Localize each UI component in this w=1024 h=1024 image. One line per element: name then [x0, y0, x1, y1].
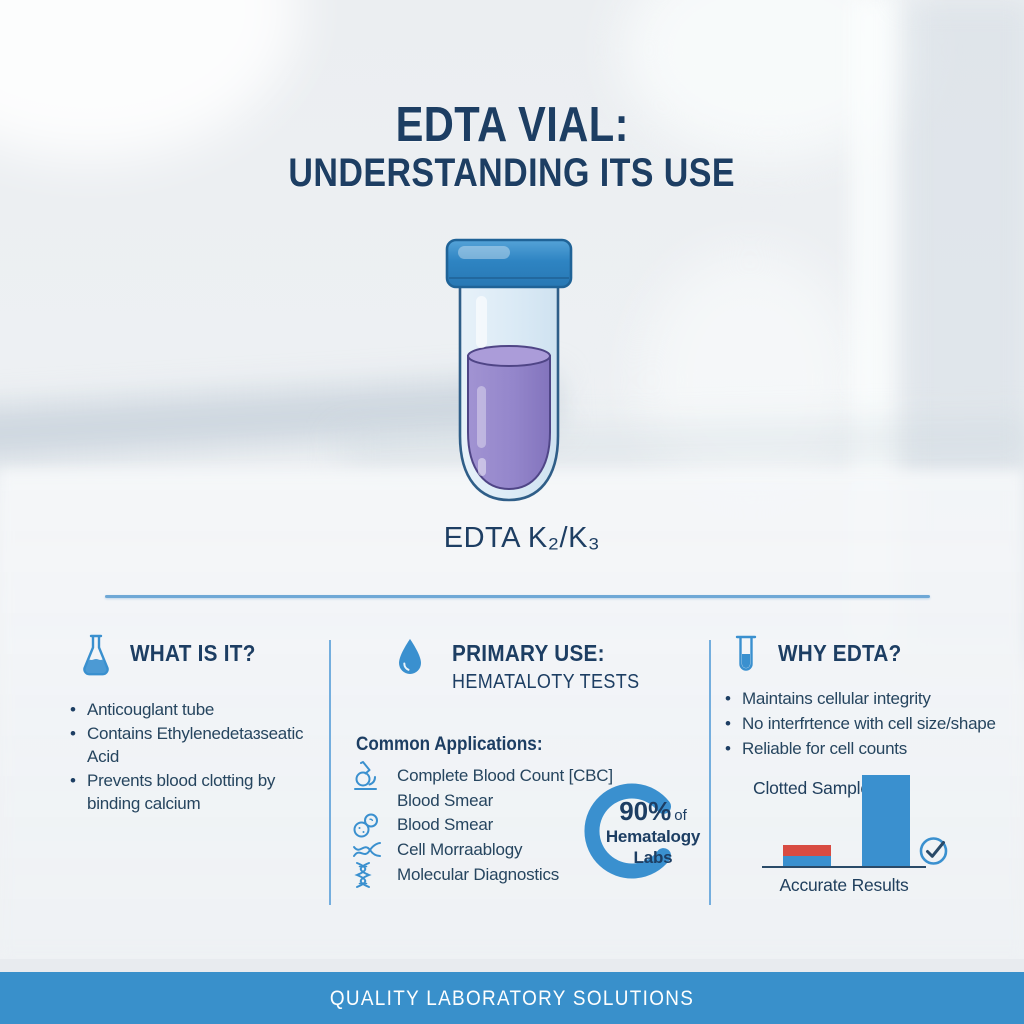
edta-vial-illustration — [445, 236, 573, 528]
vial-icon — [445, 238, 573, 502]
stat-arc — [584, 783, 671, 879]
stat-suffix: of — [674, 807, 687, 824]
applications-list: Complete Blood Count [CBC] Blood Smear B… — [352, 761, 613, 889]
footer-banner: QUALITY LABORATORY SOLUTIONS — [0, 972, 1024, 1024]
section-heading-primary: PRIMARY USE: — [452, 640, 605, 666]
bad-bar-label: Clotted Sample — [753, 778, 870, 798]
chart-baseline — [762, 866, 926, 868]
title-line-1: EDTA VIAL: — [395, 98, 629, 152]
list-item: No interfrtence with cell size/shape — [725, 711, 1017, 736]
why-bullet-list: Maintains cellular integrity No interfrt… — [725, 686, 1017, 761]
what-bullet-list: Anticouglant tube Contains Ethylenedetaɜ… — [70, 698, 332, 816]
list-item: Contains Ethylenedetaɜseatic Acid — [70, 722, 332, 769]
list-item: Cell Morraablogy — [352, 838, 602, 863]
stat-line2: Hematalogy — [605, 827, 701, 846]
list-item: Molecular Diagnostics — [352, 861, 602, 889]
dna-helix-icon — [352, 861, 397, 889]
clotted-bar-blue-segment — [783, 856, 831, 866]
clotted-bar-red-segment — [783, 845, 831, 856]
footer-gap-strip — [0, 959, 1024, 972]
microscope-icon — [352, 761, 397, 791]
stat-line3: Labs — [633, 848, 673, 867]
list-item: Anticouglant tube — [70, 698, 332, 722]
flask-icon — [80, 634, 112, 678]
check-circle-icon — [917, 833, 951, 867]
title-line-2: UNDERSTANDING ITS USE — [288, 151, 736, 196]
stat-text: 90% of Hematalogy Labs — [592, 798, 714, 868]
droplet-icon — [396, 638, 424, 678]
list-item: Blood Smear — [352, 813, 602, 838]
page-title: EDTA VIAL: UNDERSTANDING ITS USE — [0, 98, 1024, 196]
cells-icon — [352, 812, 397, 839]
vial-label: EDTA K₂/K₃ — [443, 522, 601, 554]
list-item: Complete Blood Count [CBC] — [352, 761, 613, 791]
accurate-bar — [862, 775, 910, 866]
list-item: Maintains cellular integrity — [725, 686, 1017, 711]
list-item: Blood Smear — [397, 790, 494, 810]
column-divider-2 — [709, 640, 711, 905]
section-subheading-primary: HEMATALOTY TESTS — [452, 671, 640, 693]
footer-text: QUALITY LABORATORY SOLUTIONS — [329, 985, 695, 1010]
section-heading-what: WHAT IS IT? — [130, 640, 256, 666]
common-applications-title: Common Applications: — [356, 734, 543, 755]
list-item: Reliable for cell counts — [725, 736, 1017, 761]
list-item: Prevents blood clotting by binding calci… — [70, 769, 332, 816]
section-heading-why: WHY EDTA? — [778, 640, 902, 666]
test-tube-icon — [734, 634, 758, 678]
dna-strand-icon — [352, 839, 397, 861]
stat-value: 90% — [619, 796, 672, 826]
good-bar-label: Accurate Results — [779, 875, 909, 895]
horizontal-divider — [105, 595, 930, 598]
